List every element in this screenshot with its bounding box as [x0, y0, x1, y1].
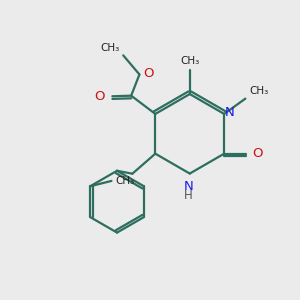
Text: CH₃: CH₃: [180, 56, 200, 66]
Text: O: O: [143, 67, 154, 80]
Text: H: H: [184, 189, 193, 202]
Text: CH₃: CH₃: [100, 43, 120, 53]
Text: N: N: [225, 106, 234, 119]
Text: CH₃: CH₃: [115, 176, 134, 186]
Text: CH₃: CH₃: [249, 86, 268, 96]
Text: N: N: [183, 180, 193, 193]
Text: O: O: [253, 147, 263, 160]
Text: O: O: [94, 90, 105, 103]
